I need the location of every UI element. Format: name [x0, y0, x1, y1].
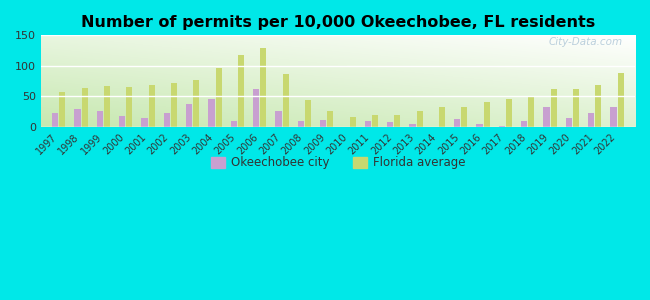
Bar: [618, 73, 624, 127]
Bar: [454, 119, 460, 127]
Bar: [588, 113, 594, 127]
Bar: [193, 80, 200, 127]
Bar: [595, 85, 601, 127]
Bar: [350, 117, 356, 127]
Bar: [283, 74, 289, 127]
Bar: [186, 104, 192, 127]
Bar: [543, 107, 550, 127]
Bar: [320, 120, 326, 127]
Bar: [74, 109, 81, 127]
Bar: [253, 89, 259, 127]
Bar: [394, 115, 400, 127]
Bar: [521, 121, 527, 127]
Bar: [484, 103, 490, 127]
Bar: [231, 121, 237, 127]
Bar: [238, 56, 244, 127]
Bar: [141, 118, 148, 127]
Bar: [506, 99, 512, 127]
Bar: [410, 124, 415, 127]
Bar: [327, 111, 333, 127]
Bar: [148, 85, 155, 127]
Bar: [305, 100, 311, 127]
Bar: [119, 116, 125, 127]
Bar: [104, 86, 110, 127]
Bar: [387, 122, 393, 127]
Bar: [610, 107, 617, 127]
Bar: [417, 111, 423, 127]
Bar: [372, 115, 378, 127]
Bar: [566, 118, 572, 127]
Title: Number of permits per 10,000 Okeechobee, FL residents: Number of permits per 10,000 Okeechobee,…: [81, 15, 595, 30]
Bar: [476, 124, 483, 127]
Bar: [462, 107, 467, 127]
Bar: [126, 87, 133, 127]
Bar: [573, 89, 579, 127]
Bar: [298, 121, 304, 127]
Bar: [499, 126, 505, 127]
Bar: [209, 99, 214, 127]
Text: City-Data.com: City-Data.com: [549, 37, 623, 47]
Bar: [528, 96, 534, 127]
Bar: [81, 88, 88, 127]
Bar: [52, 113, 58, 127]
Bar: [216, 68, 222, 127]
Bar: [59, 92, 66, 127]
Bar: [97, 111, 103, 127]
Legend: Okeechobee city, Florida average: Okeechobee city, Florida average: [206, 152, 470, 174]
Bar: [551, 89, 557, 127]
Bar: [365, 122, 371, 127]
Bar: [439, 107, 445, 127]
Bar: [260, 47, 266, 127]
Bar: [171, 83, 177, 127]
Bar: [164, 113, 170, 127]
Bar: [276, 111, 281, 127]
